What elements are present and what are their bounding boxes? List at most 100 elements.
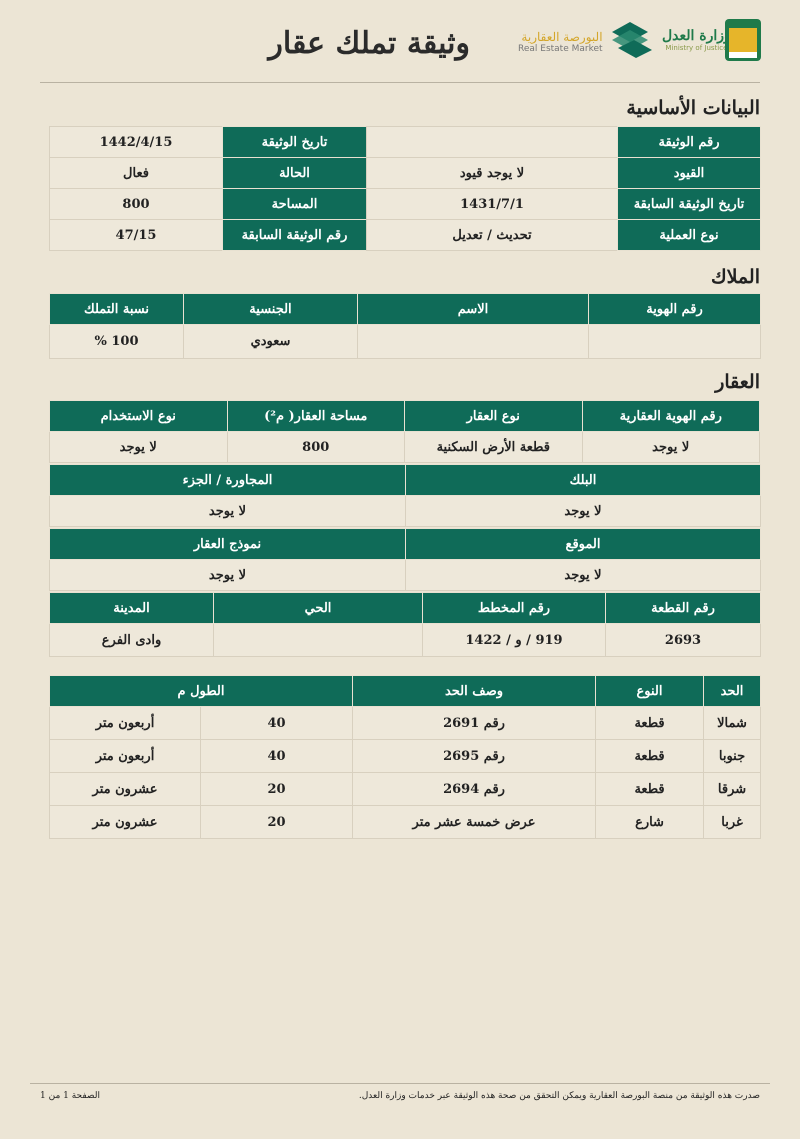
- cell: رقم 2695: [352, 739, 597, 773]
- table-row: لا يوجد لا يوجد: [49, 495, 761, 527]
- cell: قطعة: [595, 772, 705, 806]
- ministry-of-justice-logo: وزارة العدل Ministry of Justice: [662, 28, 731, 52]
- column-header: الحد: [703, 675, 762, 707]
- value: [366, 126, 618, 158]
- cell: أربعون متر: [48, 739, 202, 773]
- value: تحديث / تعديل: [366, 219, 618, 251]
- page-title: وثيقة تملك عقار: [268, 26, 470, 61]
- table-header: رقم الهوية العقارية نوع العقار مساحة العقا…: [49, 400, 760, 432]
- cell: لا يوجد: [405, 495, 761, 527]
- cell: 800: [226, 431, 405, 463]
- owners-table: رقم الهوية الاسم الجنسية نسبة التملك سعودي 1…: [49, 293, 761, 359]
- cell: لا يوجد: [405, 559, 761, 591]
- cell: عشرون متر: [48, 805, 202, 839]
- column-header: الاسم: [357, 293, 589, 325]
- label: الحالة: [222, 157, 367, 189]
- column-header: المدينة: [49, 592, 214, 624]
- column-header: وصف الحد: [352, 675, 597, 707]
- label: نوع العملية: [617, 219, 761, 251]
- cell: لا يوجد: [49, 495, 406, 527]
- ministry-emblem-icon: [725, 19, 761, 61]
- column-header: رقم الهوية العقارية: [581, 400, 760, 432]
- table-header: رقم القطعة رقم المخطط الحي المدينة: [49, 592, 761, 624]
- cell: 40: [200, 706, 354, 740]
- cell: لا يوجد: [49, 559, 406, 591]
- cell: جنوبا: [703, 739, 762, 773]
- column-header: البلك: [405, 464, 761, 496]
- column-header: النوع: [595, 675, 705, 707]
- real-estate-market-logo: البورصة العقارية Real Estate Market: [518, 30, 603, 54]
- label: تاريخ الوثيقة: [222, 126, 367, 158]
- table-header: البلك المجاورة / الجزء: [49, 464, 761, 496]
- table-row: شرقا قطعة رقم 2694 20 عشرون متر: [48, 772, 762, 806]
- value: 47/15: [49, 219, 223, 251]
- cell: 40: [200, 739, 354, 773]
- column-header: مساحة العقار( م²): [226, 400, 405, 432]
- column-header: الطول م: [48, 675, 354, 707]
- cell: عرض خمسة عشر متر: [352, 805, 597, 839]
- table-row: نوع العملية تحديث / تعديل رقم الوثيقة السا…: [49, 219, 761, 251]
- basic-info-table: رقم الوثيقة تاريخ الوثيقة 1442/4/15 القيود…: [49, 126, 761, 251]
- logo-text-en: Ministry of Justice: [665, 44, 728, 52]
- table-row: غربا شارع عرض خمسة عشر متر 20 عشرون متر: [48, 805, 762, 839]
- table-row: رقم الوثيقة تاريخ الوثيقة 1442/4/15: [49, 126, 761, 158]
- cell: 20: [200, 805, 354, 839]
- property-table: رقم الهوية العقارية نوع العقار مساحة العقا…: [49, 400, 760, 463]
- cell: 100 %: [49, 324, 184, 359]
- divider: [30, 1083, 770, 1084]
- column-header: نوع العقار: [404, 400, 583, 432]
- label: القيود: [617, 157, 761, 189]
- section-basic-heading: البيانات الأساسية: [626, 97, 760, 119]
- value: 1442/4/15: [49, 126, 223, 158]
- label: تاريخ الوثيقة السابقة: [617, 188, 761, 220]
- column-header: نوع الاستخدام: [49, 400, 228, 432]
- bounds-table: الحد النوع وصف الحد الطول م شمالا قطعة رقم 26…: [48, 675, 762, 839]
- table-row: القيود لا يوجد قيود الحالة فعال: [49, 157, 761, 189]
- logo-text-ar: وزارة العدل: [662, 28, 731, 44]
- column-header: رقم الهوية: [588, 293, 761, 325]
- table-header: رقم الهوية الاسم الجنسية نسبة التملك: [49, 293, 761, 325]
- value: 800: [49, 188, 223, 220]
- value: فعال: [49, 157, 223, 189]
- table-row: لا يوجد قطعة الأرض السكنية 800 لا يوجد: [49, 431, 760, 463]
- cell: قطعة: [595, 739, 705, 773]
- column-header: رقم المخطط: [422, 592, 606, 624]
- cell: شمالا: [703, 706, 762, 740]
- table-row: سعودي 100 %: [49, 324, 761, 359]
- column-header: الحي: [213, 592, 423, 624]
- cell: قطعة: [595, 706, 705, 740]
- section-owners-heading: الملاك: [710, 266, 760, 288]
- location-table: الموقع نموذج العقار لا يوجد لا يوجد: [49, 528, 761, 591]
- cell: لا يوجد: [49, 431, 228, 463]
- cell: رقم 2691: [352, 706, 597, 740]
- table-header: الموقع نموذج العقار: [49, 528, 761, 560]
- page-number: الصفحة 1 من 1: [40, 1091, 100, 1101]
- divider: [40, 82, 760, 83]
- footer-note: صدرت هذه الوثيقة من منصة البورصة العقاري…: [358, 1091, 760, 1101]
- table-row: 2693 919 / و / 1422 وادى الفرع: [49, 623, 761, 657]
- cell: 20: [200, 772, 354, 806]
- cell: أربعون متر: [48, 706, 202, 740]
- table-row: جنوبا قطعة رقم 2695 40 أربعون متر: [48, 739, 762, 773]
- column-header: الجنسية: [183, 293, 358, 325]
- table-row: تاريخ الوثيقة السابقة 1431/7/1 المساحة 800: [49, 188, 761, 220]
- cell: قطعة الأرض السكنية: [404, 431, 583, 463]
- table-row: شمالا قطعة رقم 2691 40 أربعون متر: [48, 706, 762, 740]
- cell: لا يوجد: [581, 431, 760, 463]
- value: 1431/7/1: [366, 188, 618, 220]
- column-header: نسبة التملك: [49, 293, 184, 325]
- cell: عشرون متر: [48, 772, 202, 806]
- column-header: رقم القطعة: [605, 592, 761, 624]
- cell: رقم 2694: [352, 772, 597, 806]
- cell: شرقا: [703, 772, 762, 806]
- cell: وادى الفرع: [49, 623, 214, 657]
- cell: شارع: [595, 805, 705, 839]
- table-row: لا يوجد لا يوجد: [49, 559, 761, 591]
- value: لا يوجد قيود: [366, 157, 618, 189]
- column-header: نموذج العقار: [49, 528, 406, 560]
- label: رقم الوثيقة: [617, 126, 761, 158]
- cell: غربا: [703, 805, 762, 839]
- cell: 2693: [605, 623, 761, 657]
- plot-table: رقم القطعة رقم المخطط الحي المدينة 2693 919 …: [49, 592, 761, 657]
- cell: [213, 623, 423, 657]
